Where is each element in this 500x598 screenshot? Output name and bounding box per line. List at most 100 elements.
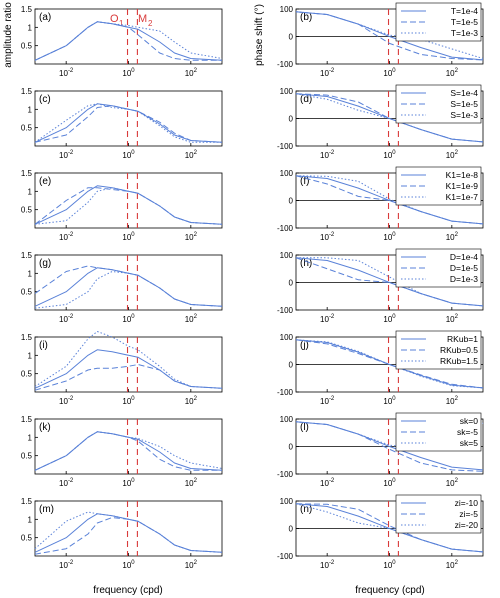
xlabel-right: frequency (cpd) — [355, 585, 424, 596]
legend-label: D=1e-3 — [450, 274, 478, 284]
legend-label: T=1e-3 — [451, 28, 478, 38]
x-tick-label: 10-2 — [59, 232, 74, 242]
x-tick-label: 102 — [185, 478, 198, 488]
x-tick-label: 100 — [383, 150, 396, 160]
y-tick-label: 0.5 — [21, 534, 33, 543]
panel-label: (m) — [39, 504, 54, 515]
series-dashed — [295, 11, 484, 61]
x-tick-label: 100 — [383, 560, 396, 570]
legend-label: sk=5 — [460, 438, 478, 448]
x-tick-label: 10-2 — [320, 560, 335, 570]
y-tick-label: -100 — [277, 224, 294, 233]
tidal-label-o-sub: 1 — [119, 19, 124, 28]
legend-label: zi=-5 — [459, 509, 478, 519]
legend-label: RKub=1.5 — [440, 356, 478, 366]
x-tick-label: 100 — [122, 150, 135, 160]
y-tick-label: 0 — [289, 33, 294, 42]
x-tick-label: 102 — [185, 232, 198, 242]
plot-frame — [34, 336, 223, 393]
x-tick-label: 102 — [185, 560, 198, 570]
x-tick-label: 100 — [383, 396, 396, 406]
panel-label: (l) — [300, 422, 309, 433]
x-tick-label: 100 — [122, 68, 135, 78]
legend: S=1e-4S=1e-5S=1e-3 — [395, 84, 482, 124]
tidal-label-m-sub: 2 — [148, 19, 153, 28]
x-tick-label: 102 — [446, 68, 459, 78]
panel-k: (k) 1.5 1 0.5 10-2 100 102 — [21, 415, 223, 488]
legend: K1=1e-8K1=1e-9K1=1e-7 — [395, 166, 482, 206]
x-tick-label: 10-2 — [59, 314, 74, 324]
y-tick-label: 1 — [28, 187, 33, 196]
y-tick-label: 100 — [280, 333, 294, 342]
series-dotted — [34, 21, 223, 61]
y-tick-label: 1.5 — [21, 415, 33, 424]
series-dashed — [34, 105, 223, 143]
series-solid — [34, 21, 223, 61]
panel-label: (a) — [39, 12, 51, 23]
y-tick-label: 1 — [28, 105, 33, 114]
x-tick-label: 10-2 — [320, 314, 335, 324]
panel-d: (d) 100 0 -100 10-2 100 102 S=1e-4S=1e-5S=1e-3 — [277, 84, 484, 160]
series-dashed — [295, 421, 484, 472]
x-tick-label: 10-2 — [59, 150, 74, 160]
ylabel-left: amplitude ratio — [3, 2, 14, 68]
panel-label: (d) — [300, 94, 312, 105]
legend-label: D=1e-5 — [450, 263, 478, 273]
x-tick-label: 102 — [185, 396, 198, 406]
panel-label: (f) — [300, 176, 309, 187]
x-tick-label: 100 — [122, 478, 135, 488]
panel-label: (n) — [300, 504, 312, 515]
series-dotted — [295, 175, 484, 225]
legend-label: S=1e-5 — [450, 99, 478, 109]
x-tick-label: 102 — [446, 560, 459, 570]
plot-frame — [34, 172, 223, 229]
series-dashed — [295, 93, 484, 143]
legend: T=1e-4T=1e-5T=1e-3 — [395, 2, 482, 42]
y-tick-label: 1 — [28, 433, 33, 442]
y-tick-label: 1 — [28, 515, 33, 524]
legend-label: T=1e-5 — [451, 17, 478, 27]
x-tick-label: 100 — [122, 232, 135, 242]
panel-m: (m) 1.5 1 0.5 10-2 100 102 — [21, 497, 223, 570]
tidal-label-m: M — [138, 13, 147, 25]
y-tick-label: -100 — [277, 470, 294, 479]
panel-b: (b) 100 0 -100 10-2 100 102 T=1e-4T=1e-5T=1e-3 — [277, 2, 484, 78]
y-tick-label: -100 — [277, 306, 294, 315]
series-dotted — [34, 331, 223, 389]
y-tick-label: 100 — [280, 5, 294, 14]
legend-label: zi=-20 — [455, 520, 479, 530]
panel-label: (g) — [39, 258, 51, 269]
y-tick-label: 1.5 — [21, 87, 33, 96]
x-tick-label: 10-2 — [59, 396, 74, 406]
y-tick-label: 0 — [289, 279, 294, 288]
y-tick-label: -100 — [277, 552, 294, 561]
y-tick-label: 0.5 — [21, 206, 33, 215]
series-dotted — [295, 503, 484, 553]
series-dotted — [34, 103, 222, 143]
y-tick-label: 100 — [280, 169, 294, 178]
series-dotted — [295, 93, 484, 143]
legend: sk=0sk=-5sk=5 — [395, 412, 482, 452]
plot-frame — [34, 418, 223, 475]
series-dashed — [34, 187, 223, 225]
panel-e: (e) 1.5 1 0.5 10-2 100 102 — [21, 169, 223, 242]
legend-label: sk=-5 — [457, 427, 478, 437]
series-dotted — [296, 257, 484, 307]
panel-label: (b) — [300, 12, 312, 23]
x-tick-label: 100 — [383, 478, 396, 488]
y-tick-label: 1.5 — [21, 251, 33, 260]
x-tick-label: 102 — [185, 314, 198, 324]
legend-label: K1=1e-7 — [446, 192, 479, 202]
panel-h: (h) 100 0 -100 10-2 100 102 D=1e-4D=1e-5D=1e-3 — [277, 248, 484, 324]
legend-label: K1=1e-9 — [446, 181, 479, 191]
x-tick-label: 10-2 — [320, 396, 335, 406]
x-tick-label: 102 — [185, 150, 198, 160]
x-tick-label: 100 — [383, 314, 396, 324]
panel-g: (g) 1.5 1 0.5 10-2 100 102 — [21, 251, 223, 324]
x-tick-label: 10-2 — [59, 478, 74, 488]
panel-i: (i) 1.5 1 0.5 10-2 100 102 — [21, 331, 223, 406]
x-tick-label: 100 — [122, 314, 135, 324]
